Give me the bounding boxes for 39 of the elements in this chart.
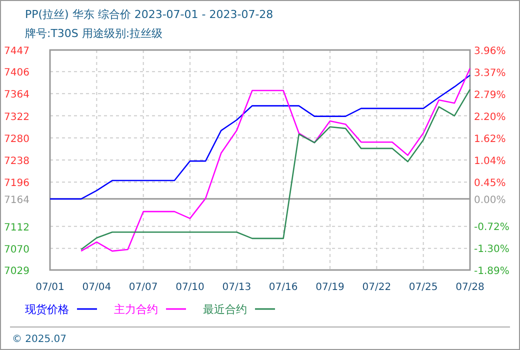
y-tick-label: 7238 bbox=[4, 156, 30, 167]
y-tick-label: 7364 bbox=[4, 90, 30, 101]
x-tick-label: 07/25 bbox=[408, 282, 438, 293]
y2-tick-label: -1.89% bbox=[474, 266, 510, 277]
x-tick-label: 07/13 bbox=[222, 282, 252, 293]
x-tick-label: 07/07 bbox=[128, 282, 158, 293]
y2-tick-label: -1.30% bbox=[474, 244, 510, 255]
y-tick-label: 7112 bbox=[4, 222, 30, 234]
legend-label: 最近合约 bbox=[203, 303, 247, 316]
legend-label: 现货价格 bbox=[25, 303, 69, 316]
x-tick-label: 07/04 bbox=[82, 282, 112, 293]
y-tick-label: 7447 bbox=[4, 46, 30, 57]
y2-tick-label: 1.04% bbox=[474, 156, 506, 167]
y-tick-label: 7322 bbox=[4, 112, 30, 123]
y2-tick-label: 2.79% bbox=[474, 90, 506, 101]
y2-tick-label: 0.45% bbox=[474, 178, 506, 189]
x-tick-label: 07/22 bbox=[362, 282, 392, 293]
x-tick-label: 07/28 bbox=[456, 282, 484, 293]
y-tick-label: 7164 bbox=[4, 194, 30, 206]
y-tick-label: 7070 bbox=[4, 244, 30, 256]
y-tick-label: 7029 bbox=[4, 266, 30, 277]
x-tick-label: 07/10 bbox=[176, 282, 204, 293]
y-tick-label: 7280 bbox=[4, 134, 30, 145]
line-series bbox=[49, 74, 471, 200]
text: © 2025.07 bbox=[12, 334, 67, 345]
y2-tick-label: 0.00% bbox=[474, 194, 506, 206]
y2-tick-label: 2.20% bbox=[474, 112, 506, 124]
x-tick-label: 07/19 bbox=[316, 282, 344, 293]
y2-tick-label: 3.37% bbox=[474, 68, 506, 80]
y2-tick-label: 1.62% bbox=[474, 134, 506, 145]
legend-label: 主力合约 bbox=[114, 303, 158, 316]
x-tick-label: 07/01 bbox=[36, 282, 64, 293]
x-tick-label: 07/16 bbox=[268, 282, 298, 293]
chart-title: PP(拉丝) 华东 综合价 2023-07-01 - 2023-07-28 bbox=[25, 8, 274, 21]
y2-tick-label: 3.96% bbox=[474, 46, 506, 57]
y-tick-label: 7196 bbox=[4, 178, 30, 190]
chart-subtitle: 牌号:T30S 用途级别:拉丝级 bbox=[25, 27, 163, 40]
y-tick-label: 7406 bbox=[4, 68, 30, 79]
y2-tick-label: -0.72% bbox=[474, 222, 510, 233]
